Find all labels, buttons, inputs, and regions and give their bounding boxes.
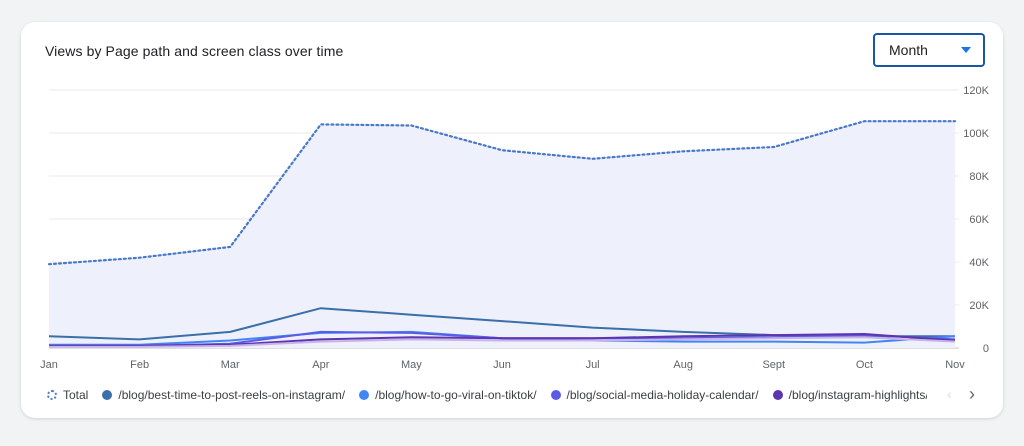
legend-label: /blog/instagram-highlights/: [788, 388, 927, 402]
legend-swatch: [47, 390, 57, 400]
x-tick-label: Jun: [493, 359, 511, 371]
period-dropdown-value: Month: [889, 42, 928, 58]
legend-item[interactable]: /blog/best-time-to-post-reels-on-instagr…: [102, 388, 345, 402]
x-tick-label: Aug: [673, 359, 693, 371]
y-tick-label: 20K: [969, 300, 989, 312]
x-tick-label: Nov: [945, 359, 965, 371]
x-tick-label: Oct: [856, 359, 873, 371]
y-tick-label: 60K: [969, 214, 989, 226]
y-tick-label: 80K: [969, 171, 989, 183]
legend-swatch: [359, 390, 370, 400]
line-chart: 0 20K 40K 60K 80K 100K 120K Jan Feb Mar Apr May Jun J…: [40, 85, 990, 371]
legend-item[interactable]: /blog/social-media-holiday-calendar/: [550, 388, 759, 402]
legend-label: /blog/social-media-holiday-calendar/: [566, 388, 759, 402]
chart-card: Views by Page path and screen class over…: [21, 22, 1003, 418]
y-tick-label: 120K: [963, 85, 989, 97]
y-tick-label: 40K: [969, 257, 989, 269]
x-tick-label: Apr: [312, 359, 329, 371]
series-line-5: [49, 336, 956, 348]
chevron-right-icon[interactable]: ›: [969, 384, 975, 404]
period-dropdown[interactable]: Month: [873, 33, 985, 67]
series-line-4: [49, 333, 956, 347]
legend-swatch: [102, 390, 113, 400]
legend-label: /blog/best-time-to-post-reels-on-instagr…: [118, 388, 346, 402]
legend-item[interactable]: Total: [47, 388, 88, 402]
legend-swatch: [772, 390, 783, 400]
x-tick-label: Sept: [762, 359, 785, 371]
y-tick-label: 100K: [963, 128, 989, 140]
caret-down-icon: [961, 47, 971, 53]
y-tick-label: 0: [983, 343, 989, 355]
x-tick-label: Feb: [130, 359, 149, 371]
x-tick-label: Jan: [40, 359, 58, 371]
chart-title: Views by Page path and screen class over…: [45, 43, 344, 59]
legend-label: Total: [63, 388, 89, 402]
legend-item[interactable]: /blog/instagram-highlights/: [772, 388, 927, 402]
x-tick-label: Jul: [586, 359, 600, 371]
total-area-fill: [49, 121, 955, 348]
legend-swatch: [550, 390, 561, 400]
x-tick-label: Mar: [221, 359, 240, 371]
chart-legend: Total/blog/best-time-to-post-reels-on-in…: [47, 388, 927, 402]
chevron-left-icon: ‹: [947, 386, 952, 402]
legend-item[interactable]: /blog/how-to-go-viral-on-tiktok/: [359, 388, 537, 402]
total-series-line: [47, 120, 957, 266]
x-tick-label: May: [401, 359, 422, 371]
legend-label: /blog/how-to-go-viral-on-tiktok/: [375, 388, 537, 402]
